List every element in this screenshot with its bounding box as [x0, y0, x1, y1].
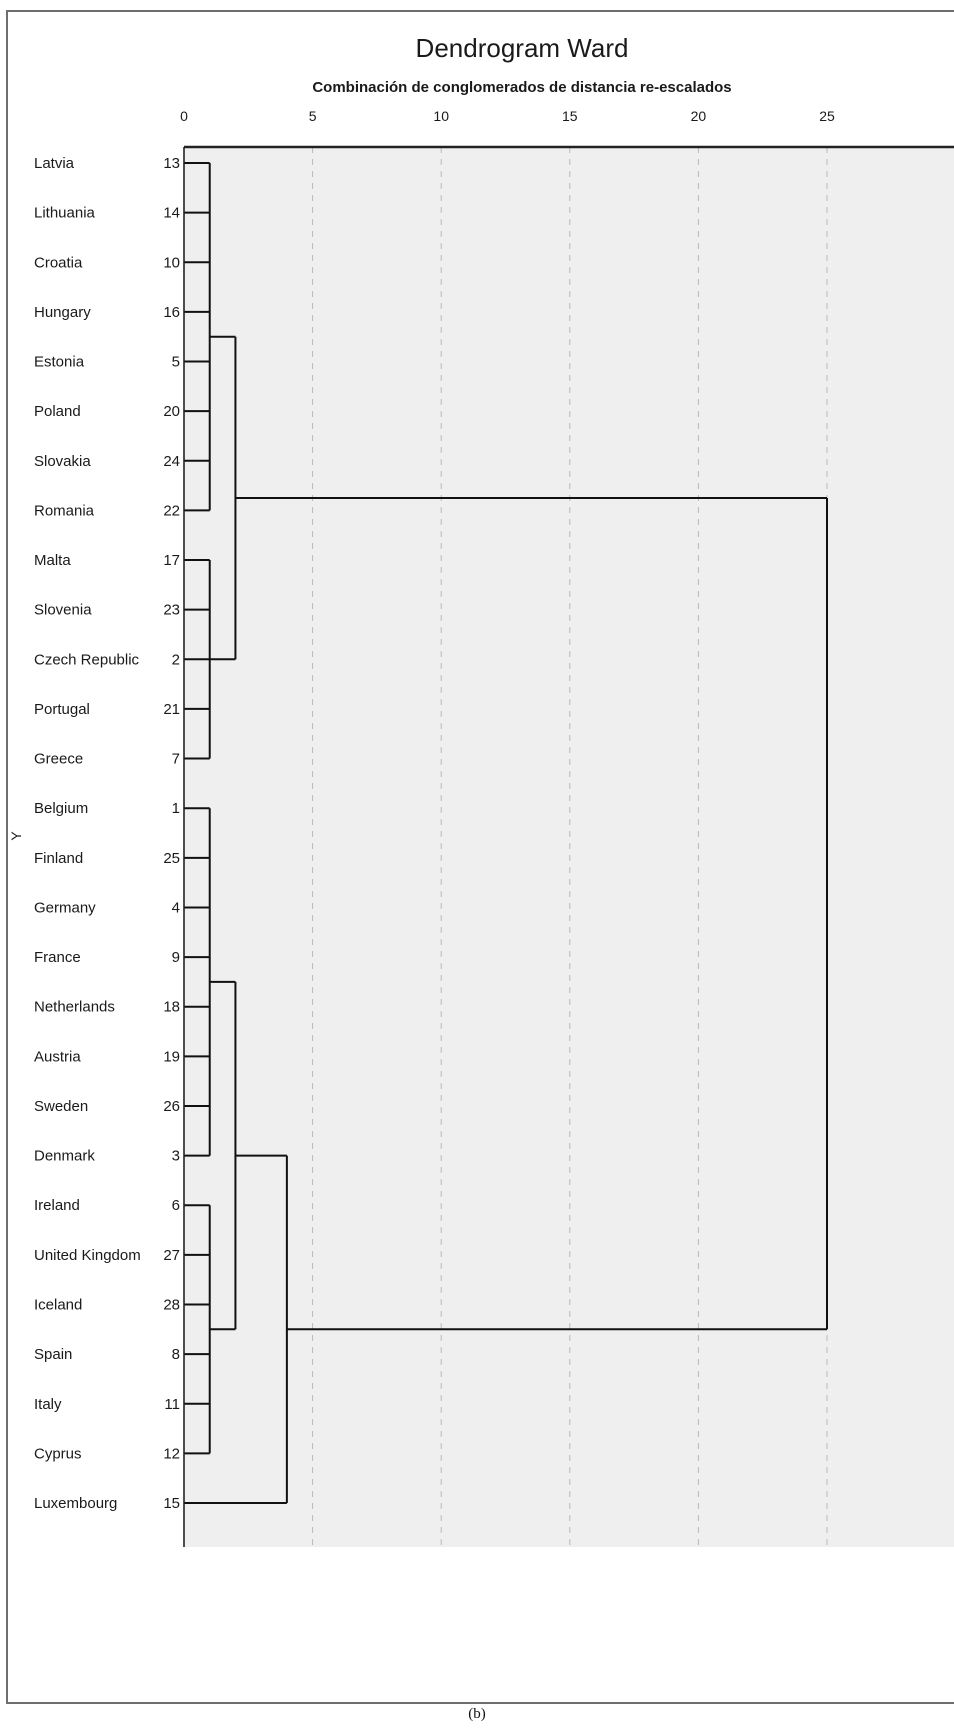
leaf-id-label: 12: [163, 1445, 180, 1462]
leaf-id-label: 27: [163, 1247, 180, 1264]
x-tick-label: 15: [562, 108, 578, 124]
leaf-name-label: Luxembourg: [34, 1495, 117, 1512]
leaf-id-label: 24: [163, 453, 180, 470]
leaf-name-label: Denmark: [34, 1148, 95, 1165]
leaf-id-label: 4: [172, 899, 180, 916]
leaf-id-label: 2: [172, 651, 180, 668]
leaf-id-label: 16: [163, 304, 180, 321]
leaf-name-label: Estonia: [34, 354, 85, 371]
leaf-name-label: Germany: [34, 899, 96, 916]
leaf-id-label: 9: [172, 949, 180, 966]
leaf-id-label: 6: [172, 1197, 180, 1214]
leaf-name-label: Spain: [34, 1346, 72, 1363]
leaf-name-label: Slovakia: [34, 453, 91, 470]
chart-title: Dendrogram Ward: [416, 33, 629, 63]
leaf-id-label: 11: [164, 1396, 180, 1413]
x-tick-labels: 0 5 10 15 20 25: [180, 108, 835, 124]
leaf-id-label: 3: [172, 1148, 180, 1165]
leaf-id-label: 14: [163, 205, 180, 222]
leaf-name-label: Malta: [34, 552, 71, 569]
leaf-name-label: Netherlands: [34, 999, 115, 1016]
leaf-name-label: Cyprus: [34, 1445, 82, 1462]
leaf-name-label: Italy: [34, 1396, 62, 1413]
leaf-id-label: 22: [163, 502, 180, 519]
dendrogram-links: [184, 162, 828, 1505]
leaf-name-label: Slovenia: [34, 602, 92, 619]
leaf-name-label: Hungary: [34, 304, 91, 321]
leaf-id-label: 13: [163, 155, 180, 172]
leaf-id-label: 20: [163, 403, 180, 420]
x-tick-label: 25: [819, 108, 835, 124]
figure-caption: (b): [468, 1706, 486, 1722]
leaf-id-label: 10: [163, 254, 180, 271]
leaf-id-label: 26: [163, 1098, 180, 1115]
leaf-name-label: Poland: [34, 403, 81, 420]
chart-subtitle: Combinación de conglomerados de distanci…: [312, 79, 731, 96]
leaf-name-label: Ireland: [34, 1197, 80, 1214]
leaf-id-label: 5: [172, 354, 180, 371]
x-tick-label: 20: [691, 108, 707, 124]
x-tick-label: 0: [180, 108, 188, 124]
leaf-name-label: Greece: [34, 751, 83, 768]
leaf-name-label: Latvia: [34, 155, 75, 172]
leaf-id-label: 15: [163, 1495, 180, 1512]
leaf-name-label: Finland: [34, 850, 83, 867]
x-tick-label: 5: [309, 108, 317, 124]
leaf-name-label: Lithuania: [34, 205, 96, 222]
leaf-name-label: Sweden: [34, 1098, 88, 1115]
leaf-name-label: Czech Republic: [34, 651, 140, 668]
leaf-name-label: Croatia: [34, 254, 83, 271]
leaf-id-label: 21: [163, 701, 180, 718]
leaf-id-label: 28: [163, 1296, 180, 1313]
leaf-id-label: 23: [163, 602, 180, 619]
leaf-name-label: France: [34, 949, 81, 966]
leaf-id-label: 25: [163, 850, 180, 867]
leaf-name-label: Romania: [34, 502, 95, 519]
leaf-name-label: Belgium: [34, 800, 88, 817]
x-tick-label: 10: [433, 108, 449, 124]
leaf-id-label: 7: [172, 751, 180, 768]
leaf-id-label: 19: [163, 1048, 180, 1065]
leaf-name-label: Iceland: [34, 1296, 82, 1313]
leaf-id-label: 1: [172, 800, 180, 817]
leaf-name-label: United Kingdom: [34, 1247, 141, 1264]
leaf-name-label: Austria: [34, 1048, 81, 1065]
leaf-id-label: 8: [172, 1346, 180, 1363]
leaf-name-label: Portugal: [34, 701, 90, 718]
leaf-id-label: 18: [163, 999, 180, 1016]
plot-area: [184, 147, 954, 1547]
y-axis-label: Y: [8, 831, 24, 841]
leaf-id-label: 17: [163, 552, 180, 569]
